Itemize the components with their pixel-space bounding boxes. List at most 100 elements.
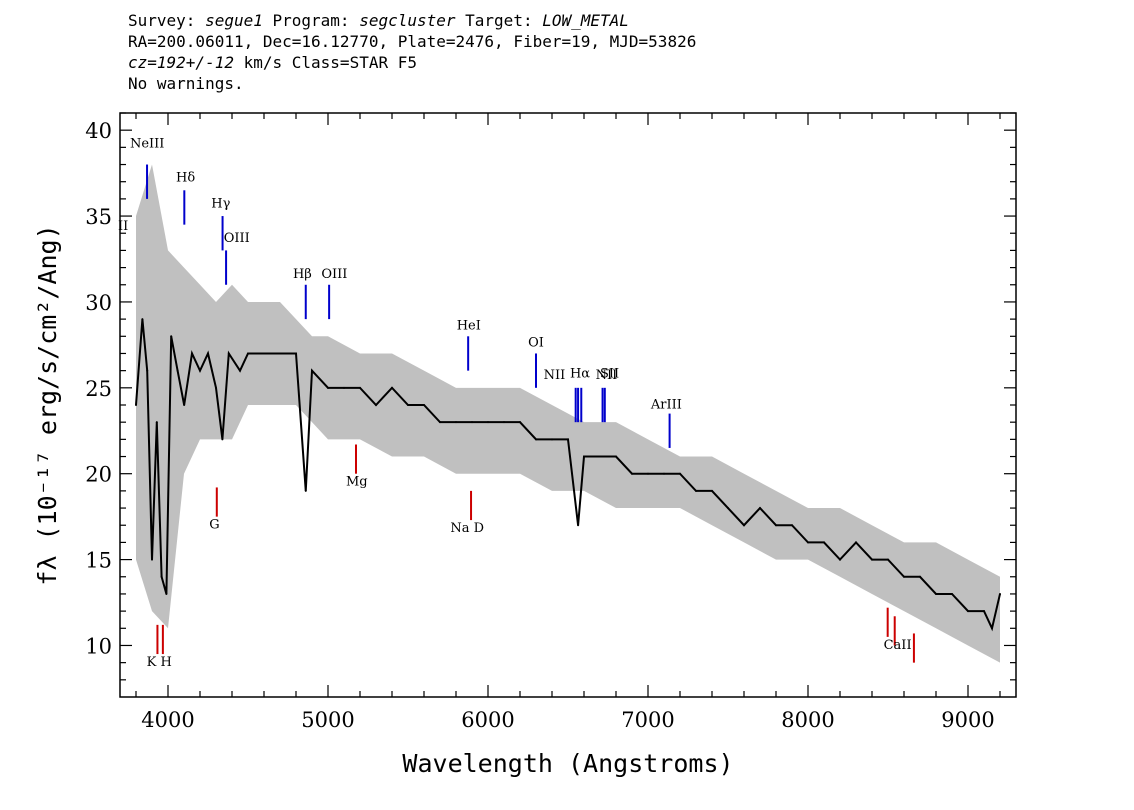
flux-point xyxy=(855,541,857,544)
x-tick-label: 4000 xyxy=(141,708,194,732)
flux-point xyxy=(823,541,825,544)
flux-point xyxy=(439,421,441,424)
survey-value: segue1 xyxy=(205,11,263,30)
emission-line-label: HeI xyxy=(457,318,481,333)
x-tick-label: 8000 xyxy=(781,708,834,732)
flux-point xyxy=(135,404,137,406)
flux-point xyxy=(247,352,249,355)
emission-line-label: OIII xyxy=(321,267,347,282)
flux-point xyxy=(141,318,144,321)
flux-point xyxy=(295,352,297,355)
flux-point xyxy=(551,438,553,441)
header-line-warnings: No warnings. xyxy=(128,74,244,93)
flux-point xyxy=(311,369,313,372)
x-axis-title: Wavelength (Angstroms) xyxy=(402,749,733,778)
flux-point xyxy=(567,438,569,441)
header-line-coordinates: RA=200.06011, Dec=16.12770, Plate=2476, … xyxy=(128,32,697,51)
y-tick-label: 40 xyxy=(85,119,112,143)
absorption-line-label: CaII xyxy=(884,638,912,653)
absorption-line-label: G xyxy=(209,518,219,533)
absorption-line-label: K H xyxy=(147,655,172,670)
noise-envelope-area xyxy=(136,164,1000,663)
flux-point xyxy=(455,421,457,424)
flux-point xyxy=(471,421,473,424)
flux-point xyxy=(165,592,168,595)
flux-point xyxy=(375,404,377,406)
emission-line-label: NeIII xyxy=(130,136,164,151)
flux-point xyxy=(577,524,580,527)
flux-point xyxy=(519,421,521,424)
flux-point xyxy=(423,404,425,406)
y-tick-label: 10 xyxy=(85,634,112,658)
y-tick-label: 20 xyxy=(85,463,112,487)
flux-point xyxy=(983,610,985,613)
flux-point xyxy=(535,438,537,441)
flux-line xyxy=(135,319,1001,632)
flux-point xyxy=(227,352,230,355)
program-label: Program: xyxy=(262,11,360,30)
edge-line-label: II xyxy=(118,219,128,234)
emission-line-label: OIII xyxy=(224,231,250,246)
header-line-survey: Survey: segue1 Program: segcluster Targe… xyxy=(128,10,696,31)
redshift-value: cz=192+/-12 xyxy=(128,53,234,72)
flux-point xyxy=(221,438,224,441)
flux-point xyxy=(160,575,163,578)
spectral-line-markers xyxy=(146,164,915,663)
flux-point xyxy=(151,558,153,561)
flux-point xyxy=(791,524,793,527)
absorption-line-label: Mg xyxy=(346,475,368,490)
noise-envelope xyxy=(136,164,1000,663)
flux-point xyxy=(991,627,993,630)
emission-line-label: ArIII xyxy=(650,397,682,412)
survey-label: Survey: xyxy=(128,11,206,30)
flux-point xyxy=(647,472,649,475)
y-tick-label: 15 xyxy=(85,549,112,573)
flux-point xyxy=(199,369,201,372)
flux-point xyxy=(903,575,905,578)
flux-point xyxy=(711,489,713,492)
flux-point xyxy=(207,352,209,355)
axis-ticks: 4000 5000 6000 7000 8000 9000 10 15 20 25 30 35 40 xyxy=(85,112,1016,732)
x-tick-label: 5000 xyxy=(301,708,354,732)
flux-point xyxy=(919,575,921,578)
flux-point xyxy=(391,386,393,389)
flux-point xyxy=(583,455,585,458)
emission-line-label: SII xyxy=(600,367,619,382)
flux-point xyxy=(695,489,697,492)
emission-line-label: Hα xyxy=(570,367,590,382)
flux-point xyxy=(807,541,809,544)
flux-point xyxy=(155,421,158,424)
spectrum-header: Survey: segue1 Program: segcluster Targe… xyxy=(128,10,696,94)
flux-point xyxy=(487,421,489,424)
emission-line-label: OI xyxy=(528,336,544,351)
flux-point xyxy=(191,352,193,355)
emission-line-label: NII xyxy=(544,368,566,383)
y-axis-title: fλ (10⁻¹⁷ erg/s/cm²/Ang) xyxy=(33,224,62,585)
flux-point xyxy=(759,507,761,510)
flux-point xyxy=(631,472,633,475)
flux-point xyxy=(679,472,681,475)
emission-line-label: Hγ xyxy=(211,196,230,211)
emission-line-label: NII xyxy=(596,368,618,383)
x-tick-label: 7000 xyxy=(621,708,674,732)
flux-point xyxy=(343,386,345,389)
flux-point xyxy=(935,592,937,595)
flux-point xyxy=(743,524,745,527)
flux-point xyxy=(951,592,953,595)
flux-series xyxy=(135,318,1001,632)
target-value: LOW_METAL xyxy=(542,11,629,30)
flux-point xyxy=(279,352,281,355)
flux-point xyxy=(215,386,217,389)
y-tick-label: 35 xyxy=(85,205,112,229)
x-tick-label: 6000 xyxy=(461,708,514,732)
flux-point xyxy=(871,558,873,561)
y-tick-label: 30 xyxy=(85,291,112,315)
class-text: km/s Class=STAR F5 xyxy=(233,53,417,72)
absorption-line-label: Na D xyxy=(450,521,484,536)
flux-point xyxy=(599,455,601,458)
flux-point xyxy=(146,369,149,372)
flux-point xyxy=(615,455,617,458)
flux-point xyxy=(727,507,729,510)
flux-point xyxy=(170,335,173,338)
